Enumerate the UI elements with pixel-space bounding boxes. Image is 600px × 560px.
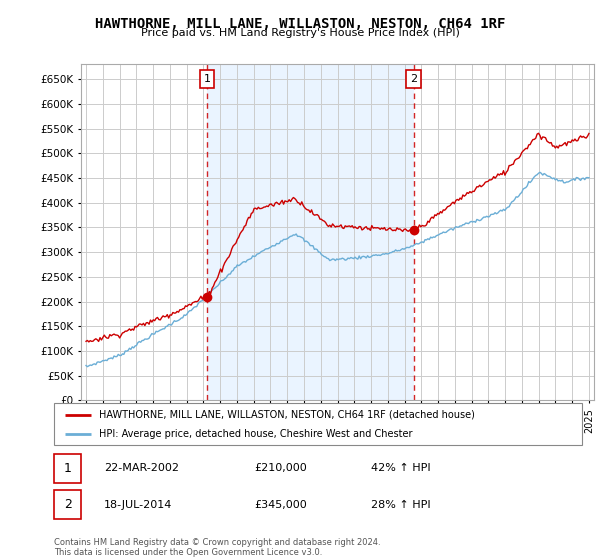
Text: 22-MAR-2002: 22-MAR-2002 xyxy=(104,463,179,473)
Text: 42% ↑ HPI: 42% ↑ HPI xyxy=(371,463,430,473)
Text: £210,000: £210,000 xyxy=(254,463,307,473)
Text: 1: 1 xyxy=(203,74,211,84)
Text: This data is licensed under the Open Government Licence v3.0.: This data is licensed under the Open Gov… xyxy=(54,548,322,557)
Text: 1: 1 xyxy=(64,461,71,475)
Bar xyxy=(207,64,413,400)
Text: 18-JUL-2014: 18-JUL-2014 xyxy=(104,500,173,510)
Text: 2: 2 xyxy=(64,498,71,511)
FancyBboxPatch shape xyxy=(54,490,82,519)
Text: £345,000: £345,000 xyxy=(254,500,307,510)
FancyBboxPatch shape xyxy=(54,454,82,483)
Text: HPI: Average price, detached house, Cheshire West and Chester: HPI: Average price, detached house, Ches… xyxy=(99,429,412,439)
Text: HAWTHORNE, MILL LANE, WILLASTON, NESTON, CH64 1RF (detached house): HAWTHORNE, MILL LANE, WILLASTON, NESTON,… xyxy=(99,409,475,419)
Text: Price paid vs. HM Land Registry's House Price Index (HPI): Price paid vs. HM Land Registry's House … xyxy=(140,28,460,38)
Text: 2: 2 xyxy=(410,74,417,84)
FancyBboxPatch shape xyxy=(54,403,582,445)
Text: Contains HM Land Registry data © Crown copyright and database right 2024.: Contains HM Land Registry data © Crown c… xyxy=(54,538,380,547)
Text: HAWTHORNE, MILL LANE, WILLASTON, NESTON, CH64 1RF: HAWTHORNE, MILL LANE, WILLASTON, NESTON,… xyxy=(95,17,505,31)
Text: 28% ↑ HPI: 28% ↑ HPI xyxy=(371,500,430,510)
